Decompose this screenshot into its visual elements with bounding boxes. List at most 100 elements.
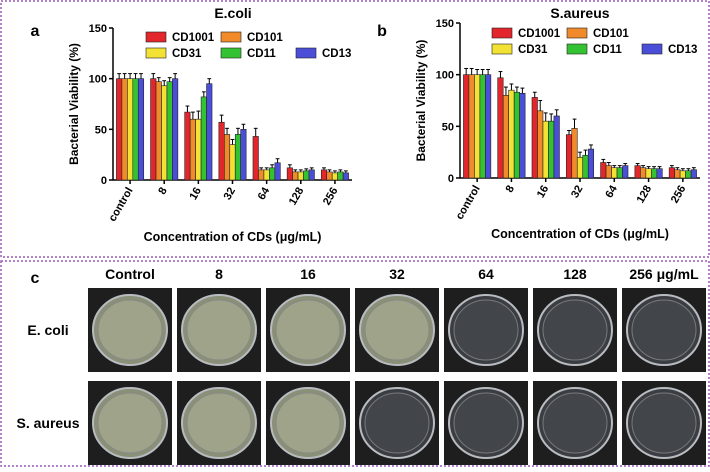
x-tick-label: 128: [635, 184, 655, 206]
bar: [116, 78, 123, 181]
panel-border: [0, 0, 710, 258]
bar: [218, 121, 225, 181]
column-header: 32: [389, 266, 405, 282]
petri-inner: [542, 299, 608, 361]
petri-inner: [631, 299, 697, 361]
legend-label: CD1001: [172, 32, 215, 44]
bar: [502, 95, 509, 179]
bar: [184, 111, 191, 181]
bar: [605, 165, 612, 179]
bar: [634, 165, 641, 179]
bar: [565, 134, 573, 179]
legend-swatch: [220, 47, 242, 59]
bar: [155, 81, 162, 181]
bar: [166, 81, 173, 181]
legend-label: CD101: [593, 28, 629, 40]
column-header: Control: [105, 266, 155, 282]
bar: [542, 120, 549, 179]
legend-swatch: [491, 27, 513, 39]
x-tick-label: control: [454, 184, 483, 222]
column-header: 64: [478, 266, 494, 282]
bar: [668, 167, 675, 179]
y-axis-label: Bacterial Viability (%): [414, 40, 428, 162]
bar: [269, 167, 276, 181]
legend-label: CD11: [593, 44, 622, 56]
bar: [258, 169, 265, 181]
bar: [640, 167, 647, 179]
x-tick-label: 256: [669, 184, 689, 206]
panel-border: [0, 260, 710, 467]
petri-inner: [275, 392, 341, 454]
y-tick-label: 50: [95, 124, 107, 136]
bar: [127, 78, 134, 181]
y-tick-label: 100: [436, 70, 454, 82]
bar: [292, 171, 299, 181]
bar: [263, 169, 270, 181]
y-tick-label: 0: [101, 175, 107, 187]
legend-label: CD13: [668, 44, 697, 56]
column-header: 16: [300, 266, 316, 282]
panel-label: a: [31, 23, 40, 40]
bar: [571, 128, 578, 179]
petri-inner: [364, 392, 430, 454]
bar: [600, 162, 607, 179]
column-header: 256 μg/mL: [629, 266, 699, 282]
bar: [656, 168, 663, 179]
row-label: E. coli: [27, 322, 68, 338]
x-tick-label: 128: [287, 186, 307, 208]
bar: [508, 89, 515, 179]
x-tick-label: 64: [603, 183, 620, 200]
bar: [189, 118, 196, 181]
bar: [616, 167, 623, 179]
legend-swatch: [145, 31, 167, 43]
petri-inner: [364, 299, 430, 361]
bar: [576, 157, 584, 179]
bar: [587, 148, 595, 179]
x-axis-label: Concentration of CDs (μg/mL): [144, 230, 322, 244]
petri-inner: [453, 299, 519, 361]
legend-swatch: [566, 27, 588, 39]
legend-label: CD31: [172, 48, 202, 60]
bar: [690, 169, 697, 179]
bar: [519, 92, 526, 179]
bar: [651, 168, 658, 179]
bar: [320, 169, 328, 181]
x-tick-label: control: [107, 186, 136, 224]
row-label: S. aureus: [16, 415, 79, 431]
bar: [274, 162, 281, 181]
panel-label: c: [31, 270, 40, 287]
bar: [645, 168, 652, 179]
x-tick-label: 256: [321, 186, 341, 208]
x-tick-label: 64: [256, 185, 273, 202]
chart-title: E.coli: [214, 5, 251, 21]
bar: [326, 171, 333, 181]
bar: [582, 154, 589, 179]
bar: [150, 78, 157, 181]
petri-inner: [542, 392, 608, 454]
x-tick-label: 16: [187, 186, 204, 203]
bar: [474, 74, 481, 179]
bar: [537, 110, 544, 179]
x-tick-label: 32: [222, 186, 239, 203]
bar: [161, 85, 168, 181]
legend-label: CD101: [247, 32, 283, 44]
legend-label: CD11: [247, 48, 276, 60]
column-header: 8: [215, 266, 223, 282]
x-tick-label: 16: [535, 184, 552, 201]
bar: [674, 169, 681, 179]
bar: [485, 74, 492, 179]
bar: [286, 167, 293, 181]
bar: [497, 77, 504, 179]
bar: [479, 74, 486, 179]
bar: [137, 78, 145, 181]
bar: [531, 97, 538, 179]
bar: [172, 78, 179, 181]
bar: [200, 96, 207, 181]
bar: [679, 170, 686, 179]
panel-label: b: [377, 23, 387, 40]
bar: [468, 74, 475, 179]
y-tick-label: 0: [448, 173, 454, 185]
y-tick-label: 150: [436, 18, 454, 30]
petri-inner: [186, 392, 252, 454]
legend-swatch: [220, 31, 242, 43]
